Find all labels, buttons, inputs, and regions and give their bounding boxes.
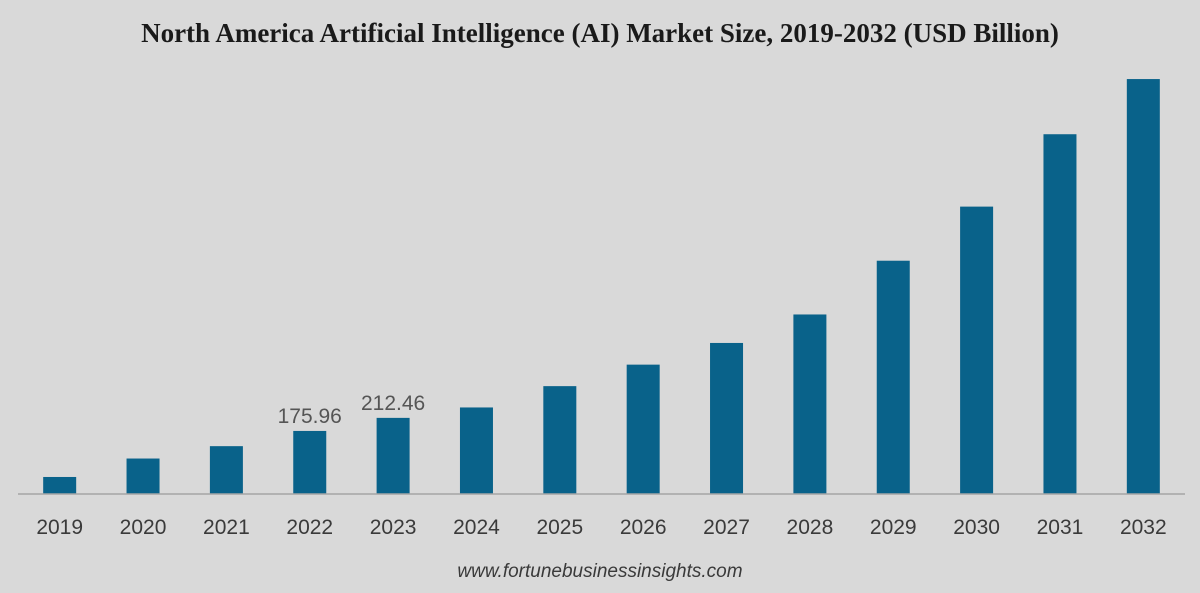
source-url: www.fortunebusinessinsights.com (457, 561, 743, 582)
data-label-2022: 175.96 (278, 405, 342, 428)
x-tick-label-2032: 2032 (1120, 516, 1167, 539)
x-tick-label-2021: 2021 (203, 516, 250, 539)
bar-2029 (876, 260, 910, 494)
x-tick-label-2029: 2029 (870, 516, 917, 539)
x-tick-label-2024: 2024 (453, 516, 500, 539)
bar-2020 (126, 458, 160, 494)
bar-2025 (543, 386, 577, 494)
bars-group (43, 79, 1160, 495)
x-tick-label-2030: 2030 (953, 516, 1000, 539)
data-label-2023: 212.46 (361, 392, 425, 415)
bar-2028 (793, 314, 827, 494)
bar-2030 (960, 206, 994, 494)
x-tick-label-2020: 2020 (120, 516, 167, 539)
bar-2022 (293, 430, 327, 494)
bar-2026 (626, 364, 660, 494)
x-tick-label-2022: 2022 (286, 516, 333, 539)
bar-2032 (1126, 79, 1160, 495)
x-tick-label-2023: 2023 (370, 516, 417, 539)
x-tick-label-2026: 2026 (620, 516, 667, 539)
data-labels-group: 175.96 212.46 (278, 392, 426, 428)
bar-2019 (43, 476, 77, 494)
x-tick-label-2031: 2031 (1037, 516, 1084, 539)
x-tick-label-2025: 2025 (536, 516, 583, 539)
x-tick-labels-group: 2019 2020 2021 2022 2023 2024 2025 2026 2027 2028… (36, 516, 1166, 539)
bar-2023 (376, 417, 410, 494)
chart-title: North America Artificial Intelligence (A… (141, 18, 1059, 48)
bar-2024 (459, 407, 493, 494)
x-tick-label-2027: 2027 (703, 516, 750, 539)
bar-2021 (209, 446, 243, 494)
bar-2031 (1043, 134, 1077, 494)
x-tick-label-2019: 2019 (36, 516, 83, 539)
bar-2027 (710, 342, 744, 494)
x-tick-label-2028: 2028 (787, 516, 834, 539)
